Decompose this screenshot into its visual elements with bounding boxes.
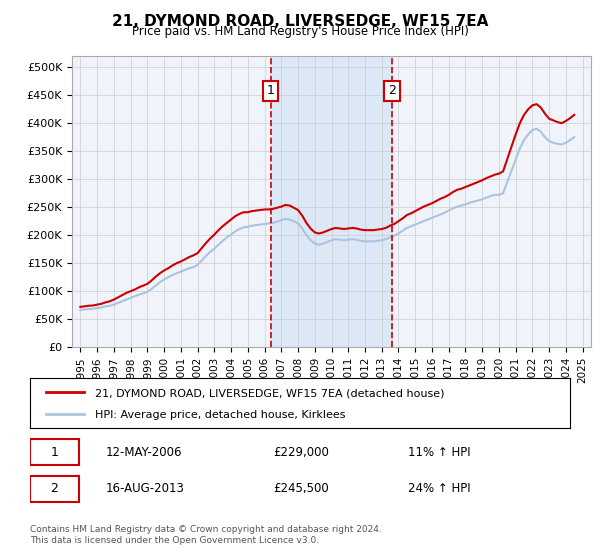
Text: 21, DYMOND ROAD, LIVERSEDGE, WF15 7EA (detached house): 21, DYMOND ROAD, LIVERSEDGE, WF15 7EA (d… — [95, 388, 444, 398]
Text: 2: 2 — [388, 85, 396, 97]
Text: 2: 2 — [50, 482, 58, 495]
Text: £229,000: £229,000 — [273, 446, 329, 459]
Text: 24% ↑ HPI: 24% ↑ HPI — [408, 482, 470, 495]
Text: 1: 1 — [50, 446, 58, 459]
FancyBboxPatch shape — [30, 439, 79, 465]
Text: 1: 1 — [266, 85, 274, 97]
Text: HPI: Average price, detached house, Kirklees: HPI: Average price, detached house, Kirk… — [95, 410, 346, 421]
Text: 21, DYMOND ROAD, LIVERSEDGE, WF15 7EA: 21, DYMOND ROAD, LIVERSEDGE, WF15 7EA — [112, 14, 488, 29]
Text: £245,500: £245,500 — [273, 482, 329, 495]
Text: Contains HM Land Registry data © Crown copyright and database right 2024.
This d: Contains HM Land Registry data © Crown c… — [30, 525, 382, 545]
Text: 12-MAY-2006: 12-MAY-2006 — [106, 446, 182, 459]
Text: Price paid vs. HM Land Registry's House Price Index (HPI): Price paid vs. HM Land Registry's House … — [131, 25, 469, 38]
Text: 16-AUG-2013: 16-AUG-2013 — [106, 482, 184, 495]
Text: 11% ↑ HPI: 11% ↑ HPI — [408, 446, 470, 459]
Bar — [271, 56, 392, 347]
FancyBboxPatch shape — [30, 475, 79, 502]
